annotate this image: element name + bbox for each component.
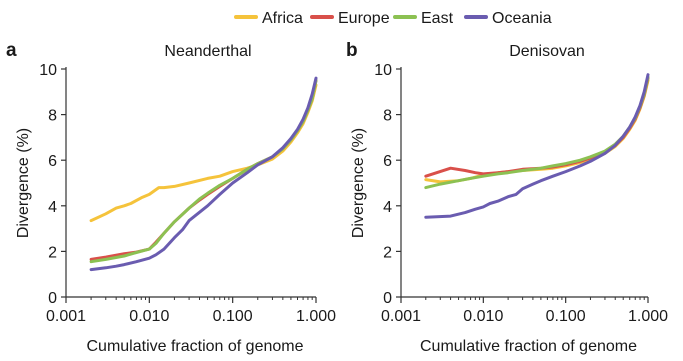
x-tick-label: 1.000 (628, 308, 668, 325)
panel-label: b (346, 40, 358, 61)
y-tick-label: 2 (383, 244, 392, 261)
chart-title: Neanderthal (164, 43, 251, 60)
x-tick-label: 0.100 (546, 308, 586, 325)
x-tick-label: 0.010 (129, 308, 169, 325)
x-axis-label: Cumulative fraction of genome (420, 338, 637, 355)
legend-item-europe: Europe (310, 10, 390, 27)
legend-label: East (421, 10, 454, 27)
legend-label: Europe (338, 10, 390, 27)
x-axis-label: Cumulative fraction of genome (87, 338, 304, 355)
legend-item-oceania: Oceania (464, 10, 552, 27)
legend-label: Africa (262, 10, 303, 27)
series-line-europe (424, 76, 650, 178)
legend-item-africa: Africa (234, 10, 303, 27)
x-tick-label: 0.001 (46, 308, 86, 325)
y-tick-label: 10 (374, 62, 392, 79)
x-tick-label: 0.100 (213, 308, 253, 325)
panel-label: a (6, 40, 17, 61)
x-tick-label: 1.000 (296, 308, 336, 325)
y-tick-label: 6 (383, 153, 392, 170)
x-tick-label: 0.001 (381, 308, 421, 325)
series-line-oceania (424, 73, 650, 219)
y-tick-label: 2 (48, 244, 57, 261)
series-line-europe (89, 78, 318, 261)
y-axis-label: Divergence (%) (15, 128, 32, 238)
legend-label: Oceania (492, 10, 552, 27)
chart-panel-b: b Denisovan 0 2 4 6 8 10 0.001 0.010 0.100 1.000 Cum… (346, 40, 668, 355)
legend: Africa Europe East Oceania (234, 10, 552, 27)
series-line-oceania (89, 76, 318, 272)
y-tick-label: 4 (48, 199, 57, 216)
chart-title: Denisovan (509, 43, 585, 60)
x-tick-label: 0.010 (463, 308, 503, 325)
y-tick-label: 8 (48, 108, 57, 125)
legend-item-east: East (393, 10, 454, 27)
y-tick-label: 10 (39, 62, 57, 79)
series-line-africa (424, 78, 650, 184)
series-line-africa (89, 83, 318, 223)
y-tick-label: 4 (383, 199, 392, 216)
y-tick-label: 8 (383, 108, 392, 125)
y-tick-label: 0 (48, 290, 57, 307)
y-axis-label: Divergence (%) (350, 128, 367, 238)
chart-panel-a: a Neanderthal 0 2 4 6 8 10 0.001 0.010 0.100 1.000 C… (6, 40, 336, 355)
y-tick-label: 0 (383, 290, 392, 307)
series-line-east (89, 78, 318, 264)
y-tick-label: 6 (48, 153, 57, 170)
